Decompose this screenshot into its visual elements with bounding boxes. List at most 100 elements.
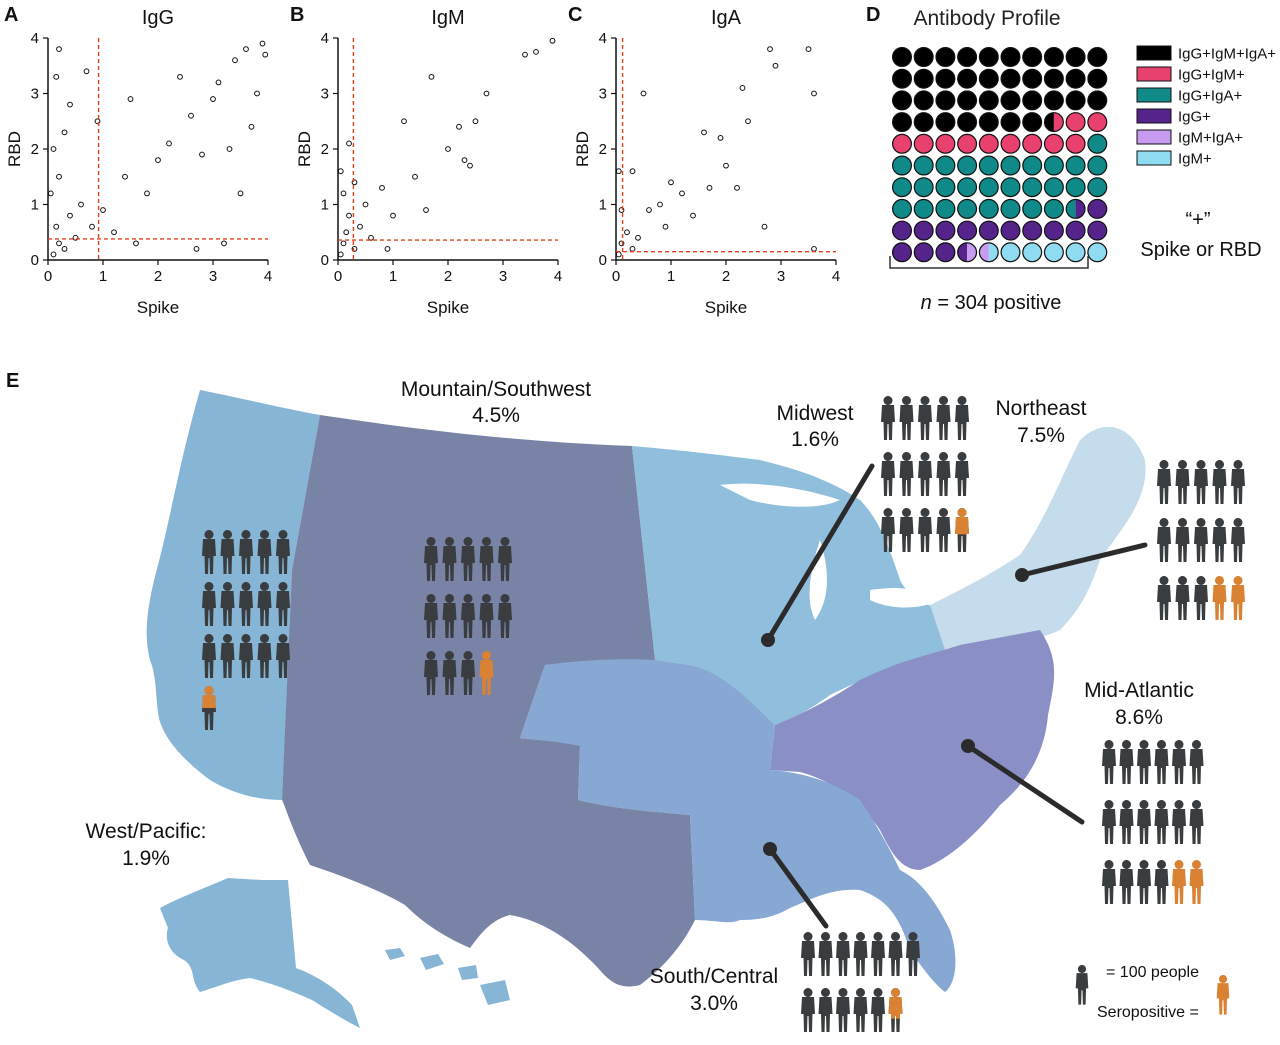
scatter-point [61, 129, 68, 136]
region-northeast-shape [930, 426, 1146, 650]
waffle-cell [1000, 112, 1021, 133]
y-tick-label: 2 [599, 141, 607, 158]
scatter-point [717, 135, 724, 141]
scatter-point [761, 223, 768, 230]
chart-title: IgM [431, 7, 464, 29]
person-icon [818, 932, 833, 976]
region-alaska-shape [160, 878, 360, 1028]
scatter-point [533, 48, 539, 55]
person-icon [257, 582, 272, 626]
person-icon [1216, 975, 1230, 1015]
y-axis-label: RBD [5, 131, 24, 167]
y-tick-label: 3 [599, 86, 607, 103]
waffle-chart-antibody-profile: Antibody Profile n = 304 positive IgG+Ig… [889, 7, 1276, 314]
person-icon [257, 634, 272, 678]
scatter-point [56, 173, 62, 180]
waffle-cell [1043, 177, 1064, 198]
person-icon [1231, 460, 1245, 504]
person-icon [888, 988, 903, 1032]
waffle-grid [891, 46, 1108, 263]
person-icon [1172, 800, 1186, 844]
waffle-cell [935, 90, 956, 111]
scatter-point [362, 201, 369, 208]
person-icon [1194, 518, 1208, 562]
scatter-point [262, 51, 269, 58]
scatter-point [701, 129, 707, 136]
person-icon [239, 634, 253, 678]
scatter-point [337, 168, 344, 175]
person-icon [918, 396, 932, 440]
person-icon [202, 530, 216, 574]
scatter-point [618, 207, 625, 213]
waffle-cell [1087, 112, 1108, 133]
legend-person-icon [1075, 965, 1089, 1005]
y-tick-label: 1 [321, 197, 329, 214]
person-icon [220, 530, 235, 574]
scatter-point [811, 90, 817, 97]
person-icon [202, 686, 216, 730]
scatter-point [668, 179, 674, 186]
person-icon [1231, 518, 1245, 562]
scatter-point [343, 229, 350, 236]
person-icon [871, 988, 885, 1032]
waffle-cell [1065, 242, 1086, 263]
person-icon [881, 508, 895, 552]
legend-seropositive-icon [1216, 975, 1230, 1015]
person-icon [1189, 800, 1204, 844]
region-label-mountain-southwest: Mountain/Southwest [401, 378, 591, 401]
waffle-cell [913, 112, 934, 133]
waffle-bracket [889, 256, 1089, 269]
person-icon [220, 582, 235, 626]
legend-label: IgG+ [1178, 109, 1211, 126]
waffle-cell [1087, 242, 1108, 263]
people-group [801, 932, 920, 1032]
person-icon [1157, 576, 1171, 620]
person-icon [461, 537, 475, 581]
scatter-point [412, 173, 418, 180]
x-tick-label: 0 [44, 268, 52, 285]
person-icon [1154, 800, 1169, 844]
scatter-point [94, 118, 101, 125]
scatter-point [723, 162, 729, 169]
people-group [424, 537, 512, 695]
region-label-mid-atlantic: Mid-Atlantic [1084, 679, 1194, 702]
person-icon [479, 537, 494, 581]
scatter-point [188, 112, 194, 119]
waffle-cell [957, 112, 978, 133]
waffle-cell [891, 133, 912, 154]
waffle-cell [957, 242, 978, 263]
scatter-point [351, 179, 358, 186]
person-icon [442, 651, 457, 695]
waffle-cell [913, 133, 934, 154]
person-icon [801, 932, 815, 976]
scatter-point [811, 246, 817, 252]
person-icon [1175, 576, 1190, 620]
scatter-point [47, 190, 54, 197]
scatter-point [83, 68, 90, 75]
y-tick-label: 4 [599, 30, 607, 47]
map-legend: = 100 people Seropositive = [1075, 964, 1230, 1021]
waffle-cell [1022, 155, 1043, 176]
waffle-cell [978, 90, 999, 111]
person-icon [202, 634, 216, 678]
x-tick-label: 1 [99, 268, 107, 285]
scatter-point [254, 90, 260, 97]
waffle-cell [1065, 112, 1086, 133]
region-label-west-pacific: West/Pacific: [86, 820, 207, 843]
person-icon [918, 452, 932, 496]
waffle-cell [1022, 112, 1043, 133]
scatter-point [706, 184, 713, 191]
scatter-point [166, 140, 172, 147]
waffle-cell [1043, 46, 1064, 67]
scatter-point [248, 123, 255, 130]
waffle-cell [891, 155, 912, 176]
waffle-cell [1000, 133, 1021, 154]
waffle-cell [1043, 90, 1064, 111]
waffle-cell [913, 155, 934, 176]
person-icon [1154, 740, 1169, 784]
person-icon [836, 988, 850, 1032]
person-icon [818, 988, 833, 1032]
waffle-cell [978, 112, 999, 133]
legend-swatch [1136, 45, 1172, 61]
waffle-cell [1022, 68, 1043, 89]
